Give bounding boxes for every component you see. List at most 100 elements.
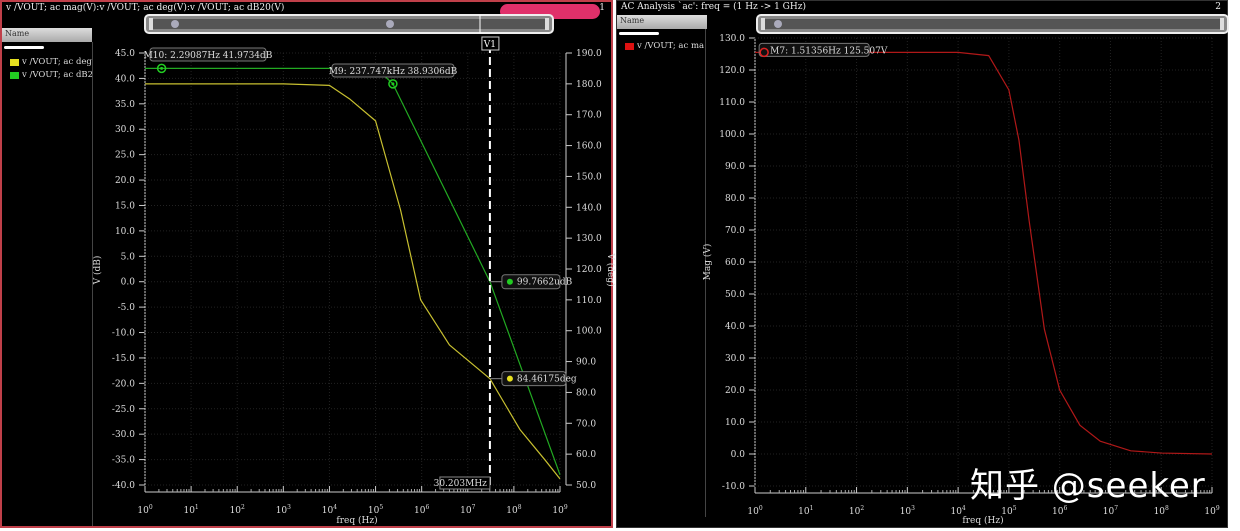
y-tick-label: 0.0 [121, 278, 136, 288]
y2-axis-label: V (deg) [605, 252, 616, 286]
divider [92, 42, 93, 526]
name-column-header[interactable]: Name [617, 15, 707, 29]
zoom-overview-bar-track [763, 19, 1222, 29]
zoom-left-handle [149, 18, 153, 30]
x-tick-label: 100 [137, 504, 152, 516]
panel-number: 1 [599, 3, 605, 13]
y-tick-label: 90.0 [725, 162, 745, 172]
y2-tick-label: 80.0 [576, 388, 596, 398]
zoom-marker-icon [774, 20, 782, 28]
x-tick-label: 108 [506, 504, 521, 516]
x-tick-label: 101 [798, 505, 813, 517]
y2-tick-label: 120.0 [576, 265, 602, 275]
x-tick-label: 106 [414, 504, 429, 516]
yellow-swatch-icon [10, 58, 19, 66]
x-tick-label: 102 [230, 504, 245, 516]
readout-box [501, 274, 561, 290]
phase-curve [145, 83, 561, 480]
readout-value: 99.7662udB [517, 278, 573, 288]
watermark: 知乎 @seeker [970, 466, 1206, 506]
y2-tick-label: 190.0 [576, 49, 602, 59]
y-tick-label: 30.0 [115, 125, 135, 135]
red-swatch-icon [625, 42, 634, 50]
zoom-marker-icon [171, 20, 179, 28]
marker-label-box [758, 42, 870, 57]
zoom-left-handle [761, 18, 765, 30]
waveform-panel-2: AC Analysis `ac': freq = (1 Hz -> 1 GHz)… [616, 0, 1228, 528]
y-tick-label: 25.0 [115, 151, 135, 161]
y2-tick-label: 170.0 [576, 111, 602, 121]
y-tick-label: -25.0 [112, 405, 135, 415]
y-tick-label: 60.0 [725, 258, 745, 268]
legend-scrollbar[interactable] [4, 46, 44, 49]
legend-label: v /VOUT; ac dB2 [22, 70, 94, 80]
y2-tick-label: 180.0 [576, 80, 602, 90]
y2-tick-label: 110.0 [576, 296, 602, 306]
x-tick-label: 101 [183, 504, 198, 516]
legend-item-mag[interactable]: v /VOUT; ac ma [625, 41, 704, 51]
y-tick-label: -35.0 [112, 456, 135, 466]
marker-point-icon [759, 47, 769, 58]
marker-label: M7: 1.51356Hz 125.507V [770, 46, 888, 56]
y-axis-label: Mag (V) [702, 244, 713, 281]
marker-x-value: 30.203MHz [434, 479, 488, 489]
legend-scrollbar[interactable] [619, 32, 659, 35]
marker-label: M10: 2.29087Hz 41.9734dB [144, 51, 273, 61]
y-tick-label: 30.0 [725, 354, 745, 364]
x-axis-label: freq (Hz) [962, 515, 1003, 526]
y-tick-label: 110.0 [719, 98, 745, 108]
y2-tick-label: 160.0 [576, 142, 602, 152]
x-tick-label: 103 [900, 505, 915, 517]
y-tick-label: 50.0 [725, 290, 745, 300]
zoom-right-handle [545, 18, 549, 30]
panel-title: v /VOUT; ac mag(V):v /VOUT; ac deg(V):v … [6, 3, 285, 13]
marker-label: M9: 237.747kHz 38.9306dB [329, 67, 458, 77]
legend-label: v /VOUT; ac deg [22, 57, 92, 67]
y-tick-label: -30.0 [112, 430, 135, 440]
y-axis-label: V (dB) [92, 256, 103, 286]
y-tick-label: 70.0 [725, 226, 745, 236]
y-tick-label: 100.0 [719, 130, 745, 140]
x-axis-label: freq (Hz) [336, 515, 377, 526]
readout-value: 84.46175deg [517, 375, 577, 385]
x-tick-label: 109 [552, 504, 567, 516]
y-tick-label: 130.0 [719, 34, 745, 44]
y-tick-label: 40.0 [115, 74, 135, 84]
y-tick-label: -10.0 [722, 482, 745, 492]
y2-tick-label: 140.0 [576, 203, 602, 213]
legend-item-phase[interactable]: v /VOUT; ac deg [10, 57, 92, 67]
y-tick-label: -40.0 [112, 481, 135, 491]
y2-tick-label: 60.0 [576, 450, 596, 460]
panel-title: AC Analysis `ac': freq = (1 Hz -> 1 GHz) [621, 2, 806, 12]
vertical-marker-label: V1 [483, 40, 496, 50]
x-tick-label: 100 [747, 505, 762, 517]
y-tick-label: 20.0 [725, 386, 745, 396]
y-tick-label: -15.0 [112, 354, 135, 364]
y-tick-label: 80.0 [725, 194, 745, 204]
y-tick-label: 45.0 [115, 49, 135, 59]
x-tick-label: 107 [460, 504, 475, 516]
zoom-marker-icon [386, 20, 394, 28]
y-tick-label: 10.0 [725, 418, 745, 428]
y2-tick-label: 50.0 [576, 481, 596, 491]
y-tick-label: -20.0 [112, 379, 135, 389]
legend-label: v /VOUT; ac ma [637, 41, 705, 51]
marker-label-box [331, 63, 455, 78]
name-column-header[interactable]: Name [2, 28, 92, 42]
y-tick-label: 35.0 [115, 100, 135, 110]
y2-tick-label: 70.0 [576, 419, 596, 429]
marker-point-dot [391, 82, 395, 86]
x-tick-label: 109 [1204, 505, 1219, 517]
y2-tick-label: 150.0 [576, 172, 602, 182]
zoom-right-handle [1220, 18, 1224, 30]
divider [705, 29, 706, 517]
marker-point-icon [388, 79, 398, 89]
green-swatch-icon [10, 71, 19, 79]
legend-item-db[interactable]: v /VOUT; ac dB2 [10, 70, 93, 80]
y-tick-label: -5.0 [118, 303, 136, 313]
y-tick-label: 120.0 [719, 66, 745, 76]
x-tick-label: 102 [849, 505, 864, 517]
marker-label-box [149, 47, 267, 62]
vertical-marker-tag [481, 36, 500, 51]
